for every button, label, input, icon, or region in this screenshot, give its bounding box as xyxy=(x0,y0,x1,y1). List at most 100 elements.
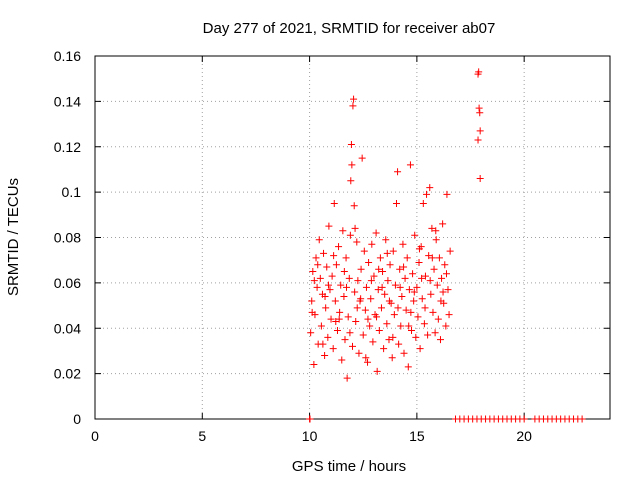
x-tick-label: 20 xyxy=(516,428,532,444)
data-point xyxy=(475,104,483,112)
data-point xyxy=(320,249,328,257)
data-point xyxy=(421,272,429,280)
data-point xyxy=(426,184,434,192)
data-point xyxy=(442,322,450,330)
data-point xyxy=(396,283,404,291)
data-point xyxy=(383,249,391,257)
data-point xyxy=(415,258,423,266)
data-point xyxy=(428,254,436,262)
data-point xyxy=(474,136,482,144)
data-point xyxy=(351,224,359,232)
data-point xyxy=(408,327,416,335)
data-point xyxy=(360,247,368,255)
data-point xyxy=(392,199,400,207)
data-point xyxy=(321,351,329,359)
data-point xyxy=(347,177,355,185)
data-point xyxy=(442,270,450,278)
data-point xyxy=(350,202,358,210)
data-point xyxy=(404,363,412,371)
data-point xyxy=(446,247,454,255)
data-point xyxy=(421,304,429,312)
data-point xyxy=(347,140,355,148)
data-point xyxy=(336,308,344,316)
data-point xyxy=(444,286,452,294)
data-point xyxy=(327,315,335,323)
data-point xyxy=(377,304,385,312)
data-points xyxy=(306,68,586,423)
data-point xyxy=(345,274,353,282)
y-tick-label: 0.02 xyxy=(54,366,81,382)
data-point xyxy=(359,331,367,339)
data-point xyxy=(391,281,399,289)
data-point xyxy=(344,313,352,321)
data-point xyxy=(355,349,363,357)
data-point xyxy=(317,322,325,330)
data-point xyxy=(348,161,356,169)
data-point xyxy=(433,281,441,289)
data-point xyxy=(340,268,348,276)
data-point xyxy=(416,345,424,353)
data-point xyxy=(436,336,444,344)
data-point xyxy=(367,295,375,303)
y-tick-label: 0.06 xyxy=(54,275,81,291)
data-point xyxy=(428,224,436,232)
data-point xyxy=(324,281,332,289)
data-point xyxy=(418,295,426,303)
x-axis: 0 5 10 15 20 xyxy=(91,56,532,444)
data-point xyxy=(312,254,320,262)
data-point xyxy=(369,338,377,346)
data-point xyxy=(310,277,318,285)
data-point xyxy=(410,288,418,296)
data-point xyxy=(423,190,431,198)
y-axis: 0 0.02 0.04 0.06 0.08 0.1 0.12 0.14 0.16 xyxy=(54,48,610,427)
data-point xyxy=(398,292,406,300)
data-point xyxy=(381,290,389,298)
data-point xyxy=(437,297,445,305)
data-point xyxy=(400,263,408,271)
x-tick-label: 15 xyxy=(409,428,425,444)
data-point xyxy=(394,168,402,176)
data-point xyxy=(379,268,387,276)
data-point xyxy=(350,95,358,103)
data-point xyxy=(419,199,427,207)
data-point xyxy=(420,320,428,328)
data-point xyxy=(330,252,338,260)
data-point xyxy=(426,277,434,285)
data-point xyxy=(395,340,403,348)
data-point xyxy=(405,322,413,330)
data-point xyxy=(308,297,316,305)
data-point xyxy=(375,327,383,335)
data-point xyxy=(390,311,398,319)
data-point xyxy=(314,261,322,269)
data-point xyxy=(441,261,449,269)
data-point xyxy=(415,245,423,253)
x-tick-label: 5 xyxy=(198,428,206,444)
data-point xyxy=(357,295,365,303)
data-point xyxy=(378,283,386,291)
data-point xyxy=(353,304,361,312)
data-point xyxy=(353,238,361,246)
data-point xyxy=(389,247,397,255)
data-point xyxy=(322,304,330,312)
x-axis-label: GPS time / hours xyxy=(292,458,406,475)
y-axis-label: SRMTID / TECUs xyxy=(5,178,22,296)
data-point xyxy=(439,288,447,296)
data-point xyxy=(520,415,528,423)
data-point xyxy=(399,240,407,248)
data-point xyxy=(361,306,369,314)
data-point xyxy=(578,415,586,423)
data-point xyxy=(476,127,484,135)
data-point xyxy=(306,415,314,423)
y-tick-label: 0.04 xyxy=(54,320,81,336)
data-point xyxy=(313,283,321,291)
data-point xyxy=(335,243,343,251)
data-point xyxy=(354,277,362,285)
data-point xyxy=(384,277,392,285)
data-point xyxy=(321,292,329,300)
data-point xyxy=(343,374,351,382)
data-point xyxy=(346,231,354,239)
data-point xyxy=(346,329,354,337)
data-point xyxy=(374,286,382,294)
data-point xyxy=(438,274,446,282)
data-point xyxy=(439,220,447,228)
